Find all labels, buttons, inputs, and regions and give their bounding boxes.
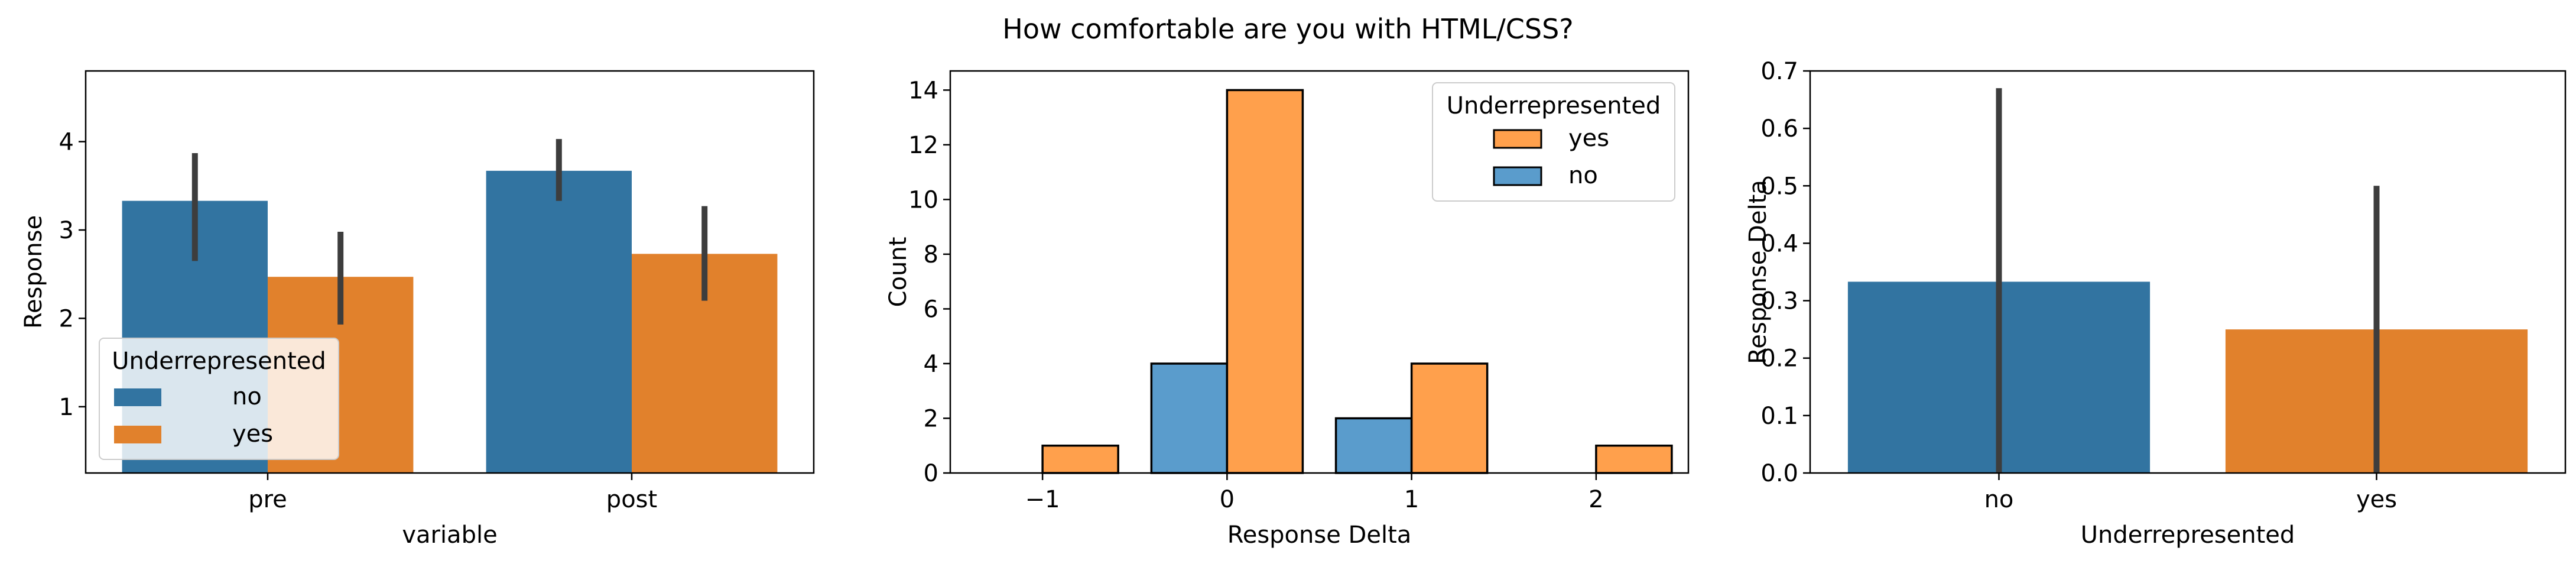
p1-xlabel: variable [402, 521, 497, 549]
p1-ytick-label: 2 [59, 305, 74, 332]
p2-ylabel: Count [885, 237, 912, 307]
p3-ytick-label: 0.4 [1760, 230, 1798, 257]
p2-legend-label-no: no [1568, 162, 1598, 189]
count-bar-no-0 [1150, 362, 1229, 474]
count-bar-yes-2 [1595, 444, 1673, 474]
p2-xtick-label: −1 [1025, 486, 1060, 513]
p2-ytick-label: 0 [924, 460, 938, 487]
p2-xtick-label: 0 [1220, 486, 1235, 513]
bar-no-post [486, 170, 632, 473]
p3-xtick-label: no [1984, 486, 2014, 513]
p2-xlabel: Response Delta [1227, 521, 1412, 549]
panel2-axes [949, 70, 1690, 474]
p1-ylabel: Response [20, 215, 47, 329]
p1-legend-label-yes: yes [232, 420, 273, 448]
p1-ytick-label: 1 [59, 394, 74, 421]
p1-xtick-label: post [606, 486, 657, 513]
p2-ytick-label: 8 [924, 241, 938, 268]
p3-ytick-label: 0.5 [1760, 173, 1798, 200]
count-bar-yes-1 [1410, 362, 1489, 474]
count-bar-yes-0 [1226, 89, 1304, 474]
p3-ytick-label: 0.0 [1760, 460, 1798, 487]
p2-ytick-label: 14 [908, 77, 938, 104]
p2-legend-swatch-yes [1493, 129, 1542, 149]
p2-legend-label-yes: yes [1568, 125, 1609, 152]
p2-legend-swatch-no [1493, 166, 1542, 186]
p2-ytick-label: 2 [924, 405, 938, 432]
figure-title: How comfortable are you with HTML/CSS? [1002, 13, 1574, 45]
p1-ytick-label: 3 [59, 217, 74, 244]
count-bar-no-1 [1334, 417, 1413, 474]
p2-ytick-label: 10 [908, 186, 938, 213]
panel1-axes [85, 70, 815, 474]
p1-legend-swatch-no [114, 388, 161, 406]
p2-xtick-label: 2 [1589, 486, 1603, 513]
p2-ytick-label: 6 [924, 296, 938, 323]
p3-ytick-label: 0.6 [1760, 115, 1798, 142]
p2-ytick-label: 12 [908, 132, 938, 159]
p1-legend-title: Underrepresented [112, 348, 326, 375]
p3-xlabel: Underrepresented [2081, 521, 2295, 549]
p3-ytick-label: 0.3 [1760, 288, 1798, 315]
p3-ytick-label: 0.1 [1760, 403, 1798, 430]
p2-xtick-label: 1 [1404, 486, 1419, 513]
p1-ytick-label: 4 [59, 129, 74, 156]
panel3-axes [1809, 70, 2567, 474]
p3-ytick-label: 0.7 [1760, 58, 1798, 85]
p3-ytick-label: 0.2 [1760, 345, 1798, 372]
count-bar-yes--1 [1041, 444, 1119, 474]
p1-legend-swatch-yes [114, 426, 161, 443]
p1-legend-label-no: no [232, 383, 262, 410]
p2-legend-title: Underrepresented [1447, 92, 1661, 119]
p2-ytick-label: 4 [924, 351, 938, 378]
p1-xtick-label: pre [248, 486, 287, 513]
p3-ylabel: Response Delta [1745, 180, 1772, 364]
p3-xtick-label: yes [2356, 486, 2397, 513]
